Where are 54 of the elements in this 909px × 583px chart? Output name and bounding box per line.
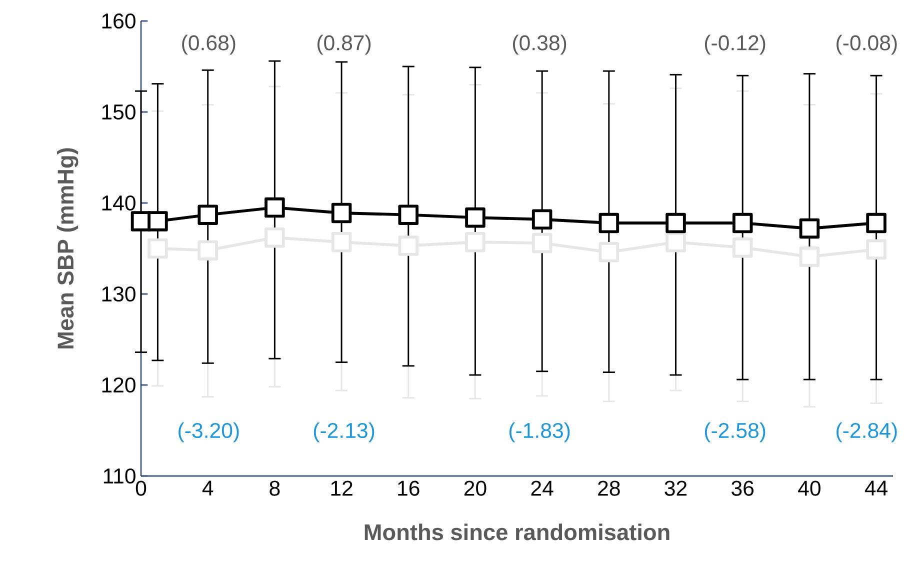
point bbox=[264, 227, 285, 248]
annotation: (-2.84) bbox=[836, 422, 897, 442]
point bbox=[264, 197, 285, 218]
point bbox=[198, 240, 218, 260]
annotation: (-2.13) bbox=[314, 422, 374, 442]
x-tick-label: 20 bbox=[464, 480, 486, 496]
x-tick-label: 12 bbox=[331, 480, 352, 496]
annotation: (0.87) bbox=[318, 34, 371, 55]
annotation: (0.68) bbox=[182, 34, 236, 55]
point bbox=[331, 232, 352, 252]
point bbox=[398, 204, 419, 225]
point bbox=[799, 218, 820, 239]
y-tick-label: 120 bbox=[102, 377, 136, 393]
point bbox=[732, 237, 753, 258]
point bbox=[148, 238, 168, 259]
annotation: (-2.58) bbox=[704, 422, 766, 442]
x-tick-label: 36 bbox=[732, 480, 754, 496]
point bbox=[331, 202, 352, 224]
annotation: (-1.83) bbox=[509, 422, 570, 442]
point bbox=[799, 246, 820, 267]
x-tick-label: 40 bbox=[798, 480, 820, 496]
point bbox=[866, 239, 886, 260]
x-tick-label: 24 bbox=[531, 480, 554, 496]
point bbox=[198, 204, 218, 225]
point bbox=[666, 212, 686, 234]
y-axis-title: Mean SBP (mmHg) bbox=[56, 148, 78, 348]
y-tick-label: 130 bbox=[102, 286, 136, 302]
y-tick-label: 110 bbox=[104, 468, 136, 484]
x-tick-label: 8 bbox=[270, 480, 280, 496]
x-tick-label: 44 bbox=[864, 480, 888, 496]
x-axis-title: Months since randomisation bbox=[364, 524, 670, 540]
x-tick-label: 16 bbox=[398, 480, 420, 496]
annotation: (-0.08) bbox=[836, 34, 897, 55]
x-tick-label: 28 bbox=[598, 480, 620, 496]
x-tick-label: 4 bbox=[202, 480, 214, 496]
point bbox=[732, 212, 753, 234]
point bbox=[532, 232, 552, 254]
point bbox=[598, 212, 620, 234]
annotation: (-3.20) bbox=[178, 422, 239, 442]
y-tick-label: 160 bbox=[102, 13, 136, 29]
x-tick-label: 32 bbox=[664, 480, 687, 496]
point bbox=[866, 212, 886, 234]
point bbox=[532, 209, 552, 230]
annotation: (0.38) bbox=[513, 34, 566, 55]
point bbox=[465, 207, 486, 228]
y-tick-label: 140 bbox=[102, 195, 136, 211]
point bbox=[666, 232, 686, 252]
annotation: (-0.12) bbox=[704, 34, 766, 55]
point bbox=[465, 232, 486, 252]
point bbox=[148, 211, 168, 232]
y-tick-label: 150 bbox=[102, 104, 136, 120]
point bbox=[398, 236, 419, 256]
x-tick-label: 0 bbox=[136, 480, 146, 496]
point bbox=[598, 242, 620, 262]
